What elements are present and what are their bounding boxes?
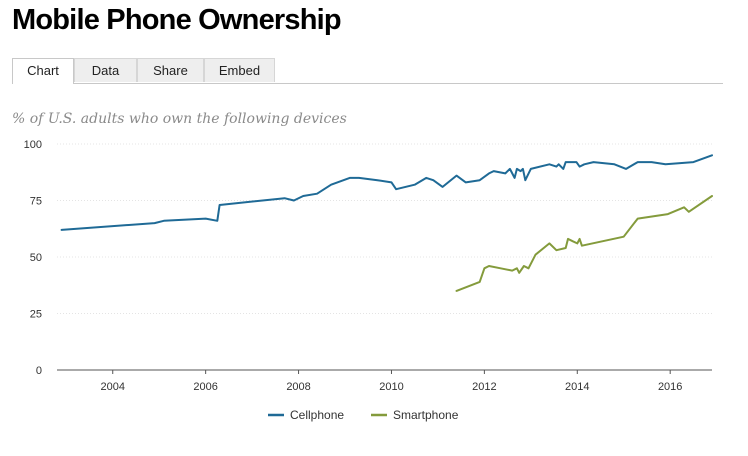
tab-data[interactable]: Data xyxy=(74,58,137,82)
tab-bar: Chart Data Share Embed xyxy=(12,58,723,84)
x-tick-label: 2016 xyxy=(658,381,682,393)
series-line-cellphone xyxy=(60,154,713,231)
x-tick-label: 2004 xyxy=(101,381,125,393)
y-tick-label: 25 xyxy=(30,309,42,321)
legend-label-cellphone: Cellphone xyxy=(290,408,344,422)
x-tick-label: 2012 xyxy=(472,381,496,393)
legend-label-smartphone: Smartphone xyxy=(393,408,459,422)
tab-embed[interactable]: Embed xyxy=(204,58,275,82)
y-tick-label: 100 xyxy=(24,139,42,151)
x-tick-label: 2010 xyxy=(379,381,403,393)
x-tick-label: 2006 xyxy=(193,381,217,393)
tab-share[interactable]: Share xyxy=(137,58,204,82)
page-title: Mobile Phone Ownership xyxy=(12,4,342,36)
x-tick-label: 2008 xyxy=(286,381,310,393)
y-tick-label: 75 xyxy=(30,196,42,208)
tab-chart[interactable]: Chart xyxy=(12,58,74,84)
x-tick-label: 2014 xyxy=(565,381,589,393)
y-tick-label: 0 xyxy=(36,365,42,377)
series-line-smartphone xyxy=(455,195,713,292)
chart-subtitle: % of U.S. adults who own the following d… xyxy=(12,111,347,127)
y-tick-label: 50 xyxy=(30,252,42,264)
